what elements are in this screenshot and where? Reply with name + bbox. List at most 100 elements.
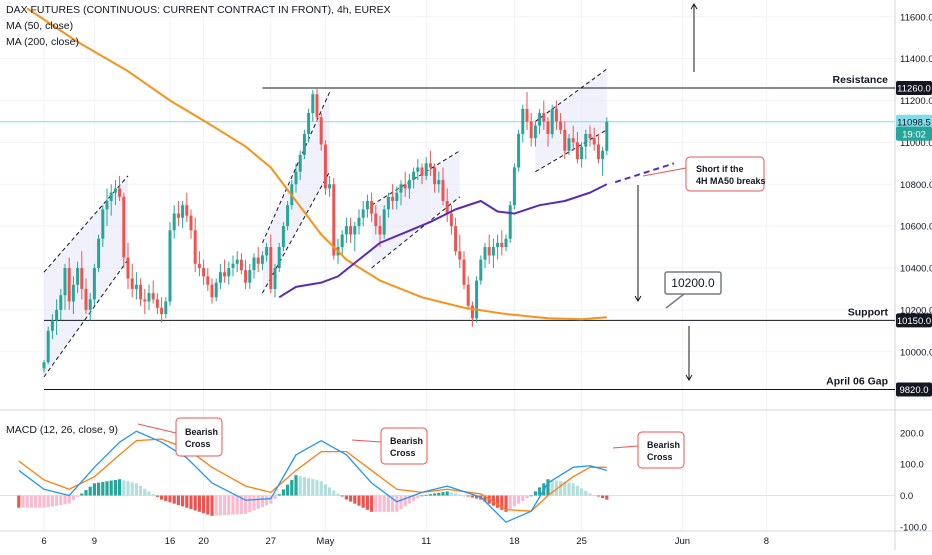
- candle-body: [462, 259, 466, 285]
- macd-histogram-bar: [193, 495, 197, 511]
- candle-body: [294, 171, 298, 185]
- macd-histogram-bar: [197, 495, 201, 512]
- macd-histogram-bar: [248, 495, 252, 513]
- macd-histogram-bar: [46, 495, 50, 508]
- bearish-cross-box: [175, 417, 223, 457]
- price-label-bg: [896, 80, 932, 95]
- time-tick-label: 27: [266, 536, 277, 547]
- macd-histogram-bar: [277, 494, 281, 496]
- candle-body: [449, 213, 453, 227]
- macd-histogram-bar: [512, 495, 516, 507]
- moving-averages: [26, 7, 675, 321]
- channel-fill: [44, 175, 128, 377]
- short-callout-text-1: Short if the: [696, 164, 744, 174]
- macd-histogram-bar: [332, 490, 336, 496]
- macd-histogram-bar: [290, 479, 294, 496]
- candle-body: [458, 251, 462, 260]
- ma200-line: [26, 7, 607, 321]
- macd-histogram-bar: [361, 495, 365, 508]
- candle-body: [113, 188, 117, 193]
- bearish-cross-text-1: Bearish: [185, 427, 218, 437]
- candle-body: [470, 305, 474, 319]
- candle-body: [92, 268, 96, 300]
- macd-histogram-bar: [164, 495, 168, 501]
- macd-histogram-bar: [214, 495, 218, 516]
- macd-histogram-bar: [391, 495, 395, 512]
- macd-histogram-bar: [80, 493, 84, 496]
- price-levels: Resistance Support April 06 Gap: [0, 74, 895, 390]
- macd-histogram-bar: [567, 482, 571, 496]
- candle-body: [517, 134, 521, 168]
- candle-body: [538, 113, 542, 126]
- macd-histogram-bar: [546, 479, 550, 496]
- short-callout-pointer: [642, 167, 687, 177]
- bearish-cross-callout: Bearish Cross: [612, 431, 685, 469]
- price-tick-label: 11200.0: [900, 96, 932, 107]
- candle-body: [445, 201, 449, 214]
- macd-histogram-bar: [105, 481, 109, 496]
- macd-histogram-bar: [172, 495, 176, 504]
- macd-histogram-bar: [151, 494, 155, 496]
- price-label-text: 11098.5: [897, 117, 931, 128]
- macd-histogram-bar: [525, 495, 529, 499]
- candle-body: [559, 121, 563, 130]
- macd-histogram-bar: [378, 495, 382, 512]
- candle-body: [487, 247, 491, 256]
- candle-body: [202, 268, 206, 277]
- macd-histogram-bar: [181, 495, 185, 507]
- macd-histogram-bar: [97, 482, 101, 496]
- candle-body: [244, 270, 248, 283]
- bearish-cross-callout: Bearish Cross: [351, 427, 428, 465]
- macd-histogram-bar: [130, 482, 134, 496]
- time-tick-label: 25: [576, 536, 587, 547]
- macd-histogram-bar: [470, 495, 474, 498]
- macd-histogram-bar: [101, 481, 105, 496]
- macd-histogram-bar: [433, 493, 437, 496]
- macd-histogram-bar: [38, 495, 42, 508]
- macd-histogram-bar: [273, 495, 277, 499]
- macd-histogram-bar: [189, 495, 193, 510]
- macd-histogram-bar: [416, 495, 420, 499]
- macd-histogram-bar: [176, 495, 180, 506]
- candle-body: [529, 121, 533, 139]
- channel-lower-line: [43, 259, 129, 378]
- price-tick-label: 10800.0: [900, 180, 932, 191]
- bearish-cross-text-2: Cross: [390, 448, 416, 458]
- macd-histogram-bar: [265, 495, 269, 506]
- macd-histogram-bar: [323, 484, 327, 496]
- price-label-box: 11098.5: [896, 114, 932, 129]
- candle-body: [357, 217, 361, 227]
- candle-body: [281, 226, 285, 248]
- macd-histogram-bar: [256, 495, 260, 509]
- time-tick-label: 9: [92, 536, 97, 547]
- candle-body: [185, 205, 189, 216]
- candle-body: [160, 307, 164, 315]
- candle-body: [407, 180, 411, 189]
- macd-histogram-bar: [605, 495, 609, 500]
- candle-body: [63, 268, 67, 296]
- macd-histogram-bar: [302, 477, 306, 496]
- ma200-legend: MA (200, close): [6, 36, 79, 48]
- macd-legend: MACD (12, 26, close, 9): [6, 424, 119, 436]
- price-tick-label: 10000.0: [900, 347, 932, 358]
- candle-body: [168, 230, 172, 302]
- gap-down-arrow-head: [685, 374, 693, 381]
- price-label-bg: [896, 126, 932, 141]
- candle-body: [349, 226, 353, 235]
- price-label-bg: [896, 382, 932, 397]
- candle-body: [210, 284, 214, 298]
- price-label-text: 9820.0: [899, 385, 928, 396]
- bearish-cross-callout: Bearish Cross: [137, 417, 223, 457]
- candle-body: [269, 247, 273, 289]
- candle-body: [344, 226, 348, 235]
- macd-histogram-bar: [550, 479, 554, 496]
- macd-histogram-bar: [517, 495, 521, 504]
- macd-histogram-bar: [357, 495, 361, 506]
- channel-upper-line: [371, 150, 461, 206]
- macd-histogram-bar: [17, 495, 21, 508]
- candle-body: [164, 301, 168, 315]
- candle-body: [370, 201, 374, 214]
- macd-histogram-bar: [437, 492, 441, 496]
- macd-histogram-bar: [269, 495, 273, 504]
